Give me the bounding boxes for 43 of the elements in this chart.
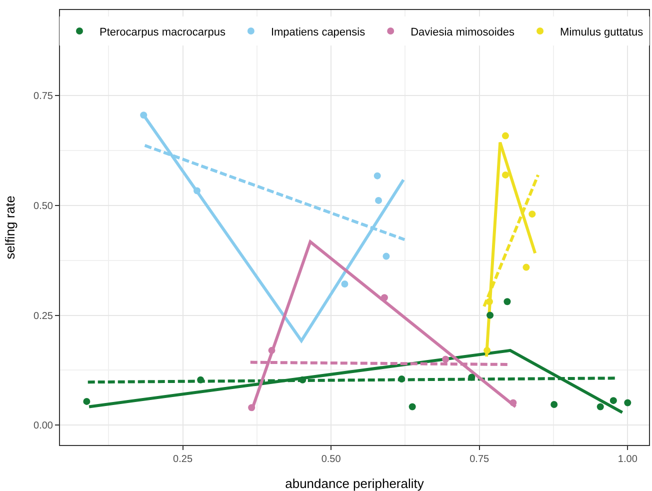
point bbox=[522, 264, 530, 271]
point bbox=[510, 399, 517, 406]
point bbox=[140, 112, 148, 119]
x-tick-label: 0.25 bbox=[173, 454, 193, 465]
x-tick-label: 0.75 bbox=[470, 454, 490, 465]
y-axis-title: selfing rate bbox=[2, 196, 18, 260]
x-tick-label: 1.00 bbox=[618, 454, 638, 465]
point bbox=[484, 346, 491, 354]
x-axis-title: abundance peripherality bbox=[285, 476, 424, 491]
y-tick-label: 0.50 bbox=[34, 200, 54, 212]
point bbox=[299, 376, 306, 384]
point bbox=[398, 376, 406, 383]
y-tick-label: 0.75 bbox=[34, 90, 54, 102]
legend-label: Pterocarpus macrocarpus bbox=[100, 26, 226, 38]
point bbox=[341, 280, 348, 288]
point bbox=[380, 294, 388, 302]
legend-label: Daviesia mimosoides bbox=[410, 26, 516, 38]
point bbox=[374, 172, 381, 180]
point bbox=[83, 398, 90, 405]
point bbox=[408, 403, 416, 410]
point bbox=[596, 403, 604, 410]
y-tick-label: 0.00 bbox=[34, 420, 54, 432]
point bbox=[610, 397, 617, 404]
point bbox=[382, 252, 390, 260]
point bbox=[468, 374, 476, 381]
point bbox=[502, 171, 509, 178]
x-tick-label: 0.50 bbox=[321, 454, 342, 465]
point bbox=[442, 356, 450, 363]
point bbox=[550, 401, 558, 408]
point bbox=[268, 346, 276, 354]
point bbox=[194, 187, 201, 194]
point bbox=[504, 298, 511, 306]
point bbox=[375, 196, 382, 204]
point bbox=[248, 404, 256, 412]
legend-label: Impatiens capensis bbox=[270, 26, 366, 38]
legend-label: Mimulus guttatus bbox=[560, 26, 644, 38]
point bbox=[197, 376, 204, 384]
point bbox=[528, 210, 536, 218]
point bbox=[502, 132, 509, 140]
point bbox=[486, 312, 494, 319]
point bbox=[486, 298, 493, 306]
y-tick-label: 0.25 bbox=[34, 310, 54, 322]
point bbox=[624, 399, 632, 406]
